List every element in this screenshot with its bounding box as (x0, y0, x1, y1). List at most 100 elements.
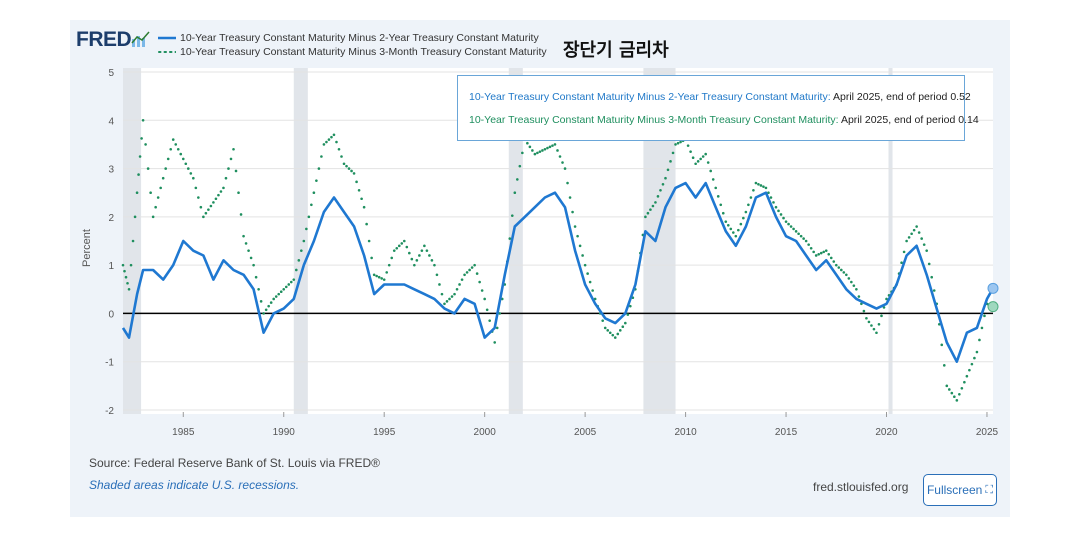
series-3m-point (294, 268, 298, 272)
series-3m-point (862, 309, 866, 313)
series-3m-point (370, 256, 373, 260)
series-3m-point (646, 211, 650, 215)
y-tick-label: 3 (108, 165, 114, 176)
series-3m-point (146, 167, 150, 170)
series-3m-point (834, 263, 838, 267)
series-3m-point (880, 314, 883, 318)
series-3m-point (629, 304, 632, 308)
series-3m-point (930, 275, 934, 279)
series-3m-point (953, 395, 956, 399)
series-3m-point (666, 168, 670, 172)
series-3m-point (910, 232, 913, 236)
series-3m-point (581, 254, 584, 257)
series-3m-point (571, 210, 574, 214)
series-3m-point (749, 196, 753, 199)
series-3m-point (546, 146, 549, 150)
series-3m-point (485, 308, 489, 312)
series-3m-point (664, 176, 667, 180)
x-tick-label: 1990 (273, 427, 296, 438)
series-3m-point (970, 362, 974, 366)
series-3m-point (556, 149, 559, 152)
series-3m-point (827, 252, 831, 256)
series-3m-point (144, 143, 147, 146)
x-tick-label: 2000 (474, 427, 497, 438)
series-3m-point (528, 145, 532, 149)
series-3m-point (817, 252, 820, 256)
series-3m-point (284, 285, 288, 289)
series-3m-point (769, 196, 773, 199)
series-3m-point (385, 271, 389, 274)
series-3m-point (166, 157, 170, 161)
tooltip-row-2y: 10-Year Treasury Constant Maturity Minus… (469, 91, 971, 103)
series-3m-point (900, 261, 903, 265)
series-3m-point (932, 289, 936, 292)
series-3m-point (978, 338, 981, 342)
series-3m-point (222, 186, 225, 190)
series-3m-point (156, 196, 160, 199)
series-3m-point (176, 147, 180, 151)
series-3m-point (922, 243, 926, 246)
series-3m-point (232, 147, 235, 151)
series-3m-point (734, 234, 738, 238)
site-url[interactable]: fred.stlouisfed.org (813, 480, 909, 494)
series-3m-point (963, 380, 966, 384)
series-3m-point (135, 191, 139, 195)
series-3m-point (192, 176, 195, 180)
series-3m-point (764, 186, 768, 190)
series-3m-point (184, 162, 188, 166)
series-3m-point (716, 195, 720, 198)
series-3m-point (762, 185, 765, 188)
series-3m-point (179, 152, 183, 156)
series-3m-point (925, 249, 928, 252)
series-3m-point (877, 322, 881, 326)
y-tick-label: 2 (108, 213, 114, 224)
series-3m-point (207, 208, 210, 211)
series-3m-point (689, 150, 692, 153)
series-3m-point (711, 178, 715, 181)
series-3m-point (860, 302, 863, 306)
series-3m-point (516, 178, 519, 181)
series-3m-point (131, 239, 135, 243)
series-3m-point (395, 246, 399, 250)
series-3m-point (968, 368, 971, 372)
series-3m-point (297, 259, 301, 262)
fullscreen-button[interactable]: Fullscreen ⛶ (923, 474, 997, 506)
series-3m-point (171, 138, 175, 141)
series-3m-point (264, 308, 268, 312)
series-3m-point (433, 263, 436, 267)
series-3m-point (616, 332, 620, 336)
series-2y-line (121, 181, 995, 364)
series-3m-point (782, 216, 785, 220)
series-3m-point (332, 133, 336, 137)
series-3m-point (611, 333, 615, 337)
series-3m-point (202, 215, 205, 219)
series-3m-point (124, 275, 128, 279)
series-3m-point (651, 204, 655, 208)
series-3m-point (357, 189, 361, 192)
series-3m-point (531, 149, 534, 152)
series-3m-point (732, 231, 735, 234)
series-3m-point (950, 391, 954, 395)
series-3m-point (576, 234, 579, 238)
series-3m-point (551, 144, 554, 147)
fullscreen-icon: ⛶ (985, 483, 994, 496)
series-3m-point (169, 147, 173, 151)
chart-legend: 10-Year Treasury Constant Maturity Minus… (158, 31, 547, 59)
series-3m-point (355, 180, 358, 184)
series-3m-point (912, 228, 916, 232)
series-3m-point (209, 204, 213, 208)
fred-logo[interactable]: FRED (76, 28, 132, 51)
series-3m-point (450, 295, 454, 298)
series-3m-point (573, 225, 577, 228)
series-3m-point (588, 280, 592, 284)
series-3m-point (257, 287, 260, 291)
series-3m-point (561, 161, 564, 164)
series-3m-point (852, 284, 856, 287)
series-3m-point (151, 215, 155, 219)
series-3m-point (714, 186, 718, 190)
series-3m-point (812, 250, 815, 254)
series-3m-point (239, 213, 243, 216)
series-3m-point (558, 155, 562, 158)
series-3m-point (367, 239, 371, 243)
recession-band (888, 68, 893, 414)
